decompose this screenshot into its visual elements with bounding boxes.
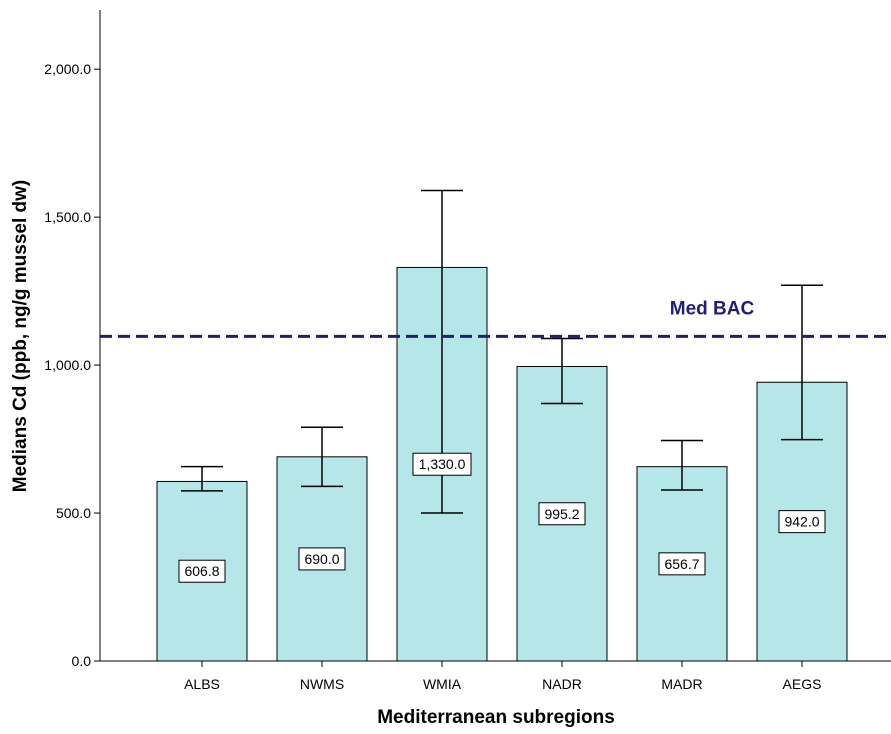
value-label-text: 690.0: [304, 551, 339, 567]
value-label-text: 1,330.0: [419, 456, 466, 472]
x-tick-label-nadr: NADR: [542, 676, 582, 692]
value-label-box: [658, 552, 706, 576]
value-label-madr: 656.7: [658, 552, 706, 576]
y-tick-label: 1,000.0: [44, 357, 91, 373]
error-bar-albs: [181, 465, 223, 492]
value-label-text: 656.7: [664, 556, 699, 572]
ticks-layer: ALBS NWMS WMIA NADR MADR AEGS 0.0 500.0 1,000.0 1…: [44, 61, 821, 692]
value-label-albs: 606.8: [178, 559, 226, 583]
value-label-box: [538, 502, 586, 526]
error-bar-nadr: [541, 337, 583, 405]
x-tick-label-albs: ALBS: [184, 676, 220, 692]
y-tick-label: 2,000.0: [44, 61, 91, 77]
error-bar-nwms: [301, 426, 343, 488]
axes-layer: [99, 10, 891, 662]
y-tick-label: 500.0: [56, 505, 91, 521]
value-label-box: [178, 559, 226, 583]
x-axis-title: Mediterranean subregions: [377, 707, 615, 728]
value-label-text: 995.2: [544, 506, 579, 522]
value-labels-layer: 606.8 690.0 1,330.0 995.2 656.7 942.0: [178, 452, 826, 583]
value-label-box: [412, 452, 472, 476]
x-tick-label-nwms: NWMS: [300, 676, 344, 692]
value-label-box: [778, 510, 826, 534]
error-bar-aegs: [781, 284, 823, 441]
reference-line-label: Med BAC: [670, 298, 755, 319]
x-tick-label-aegs: AEGS: [783, 676, 822, 692]
value-label-nwms: 690.0: [298, 547, 346, 571]
x-tick-label-wmia: WMIA: [423, 676, 462, 692]
y-axis-title: Medians Cd (ppb, ng/g mussel dw): [10, 180, 31, 492]
x-tick-label-madr: MADR: [661, 676, 702, 692]
value-label-nadr: 995.2: [538, 502, 586, 526]
bars-layer: [156, 266, 848, 662]
value-label-text: 942.0: [784, 514, 819, 530]
value-label-box: [298, 547, 346, 571]
value-label-aegs: 942.0: [778, 510, 826, 534]
value-label-text: 606.8: [184, 563, 219, 579]
y-tick-label: 1,500.0: [44, 209, 91, 225]
value-label-wmia: 1,330.0: [412, 452, 472, 476]
y-tick-label: 0.0: [72, 653, 92, 669]
error-bars-layer: [181, 189, 823, 514]
error-bar-madr: [661, 439, 703, 491]
